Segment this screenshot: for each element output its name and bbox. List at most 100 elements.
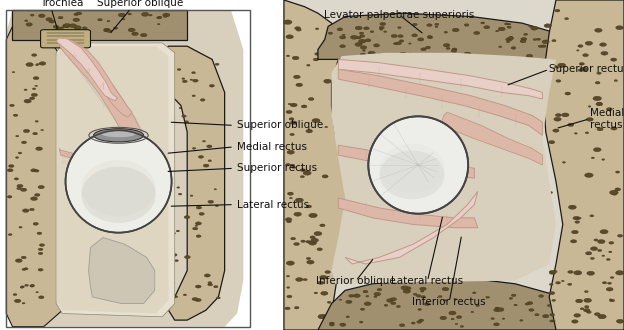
Text: Inferior rectus: Inferior rectus: [412, 297, 486, 307]
Circle shape: [497, 308, 504, 312]
FancyBboxPatch shape: [41, 30, 90, 48]
Circle shape: [327, 301, 331, 303]
Circle shape: [452, 48, 457, 51]
Circle shape: [418, 309, 421, 311]
Circle shape: [192, 148, 196, 149]
Circle shape: [38, 248, 43, 251]
Circle shape: [374, 44, 379, 47]
Circle shape: [324, 47, 328, 50]
Circle shape: [542, 40, 549, 44]
Circle shape: [562, 113, 569, 117]
Circle shape: [22, 268, 26, 271]
Circle shape: [368, 51, 375, 55]
Circle shape: [37, 232, 42, 235]
Circle shape: [34, 170, 39, 172]
Text: Superior rectus: Superior rectus: [237, 163, 317, 173]
Circle shape: [573, 216, 580, 220]
Circle shape: [548, 141, 555, 144]
Ellipse shape: [81, 160, 155, 216]
Bar: [6, 10, 250, 327]
Circle shape: [23, 129, 30, 133]
Circle shape: [607, 108, 612, 111]
Circle shape: [549, 271, 555, 275]
Circle shape: [351, 35, 358, 39]
Circle shape: [438, 295, 442, 298]
Circle shape: [578, 69, 582, 71]
Circle shape: [285, 307, 290, 310]
Circle shape: [74, 26, 81, 30]
Circle shape: [53, 25, 59, 28]
Circle shape: [324, 79, 331, 83]
Circle shape: [585, 291, 588, 293]
Circle shape: [609, 242, 614, 244]
Circle shape: [360, 308, 364, 310]
Circle shape: [580, 308, 584, 310]
Circle shape: [555, 281, 560, 284]
Circle shape: [568, 271, 573, 273]
Circle shape: [192, 72, 195, 74]
Circle shape: [329, 322, 334, 325]
Circle shape: [203, 164, 209, 167]
Circle shape: [550, 320, 554, 322]
Circle shape: [507, 41, 510, 43]
Circle shape: [204, 274, 210, 277]
Circle shape: [600, 230, 608, 234]
Circle shape: [18, 152, 22, 154]
Circle shape: [314, 52, 320, 55]
Circle shape: [484, 26, 490, 29]
Circle shape: [549, 191, 553, 193]
Circle shape: [583, 298, 592, 302]
Circle shape: [547, 305, 552, 307]
Circle shape: [323, 40, 329, 43]
Circle shape: [598, 314, 607, 319]
Circle shape: [594, 313, 600, 316]
Ellipse shape: [81, 167, 155, 223]
Circle shape: [494, 323, 499, 326]
Circle shape: [549, 59, 555, 62]
Circle shape: [549, 291, 555, 295]
Circle shape: [590, 215, 594, 217]
Circle shape: [557, 67, 559, 68]
Circle shape: [296, 28, 301, 31]
Circle shape: [328, 32, 333, 34]
Circle shape: [98, 18, 102, 21]
Circle shape: [419, 319, 424, 322]
Circle shape: [349, 294, 354, 297]
Circle shape: [49, 20, 55, 23]
Circle shape: [609, 299, 612, 300]
Circle shape: [541, 45, 546, 48]
Circle shape: [455, 323, 458, 325]
Circle shape: [412, 34, 417, 37]
Circle shape: [601, 51, 608, 55]
Circle shape: [401, 286, 408, 290]
Circle shape: [208, 160, 212, 162]
Circle shape: [440, 316, 447, 320]
Circle shape: [509, 36, 513, 38]
Circle shape: [290, 103, 297, 107]
Circle shape: [24, 284, 29, 286]
Circle shape: [291, 237, 296, 240]
Circle shape: [31, 284, 34, 287]
Circle shape: [285, 218, 292, 221]
Circle shape: [24, 20, 28, 21]
Circle shape: [405, 287, 411, 290]
Polygon shape: [6, 26, 62, 327]
Polygon shape: [542, 0, 624, 330]
Circle shape: [64, 23, 71, 27]
Circle shape: [128, 13, 132, 15]
Circle shape: [329, 323, 334, 326]
Circle shape: [577, 217, 581, 219]
Circle shape: [568, 205, 577, 209]
Circle shape: [190, 195, 193, 196]
Circle shape: [494, 308, 500, 312]
Circle shape: [34, 193, 40, 196]
Circle shape: [597, 72, 602, 74]
Circle shape: [424, 303, 430, 306]
Circle shape: [199, 213, 204, 215]
Circle shape: [74, 13, 79, 16]
Circle shape: [339, 45, 345, 48]
Circle shape: [179, 107, 182, 109]
Circle shape: [292, 56, 299, 60]
Circle shape: [615, 271, 624, 275]
Circle shape: [527, 302, 533, 305]
